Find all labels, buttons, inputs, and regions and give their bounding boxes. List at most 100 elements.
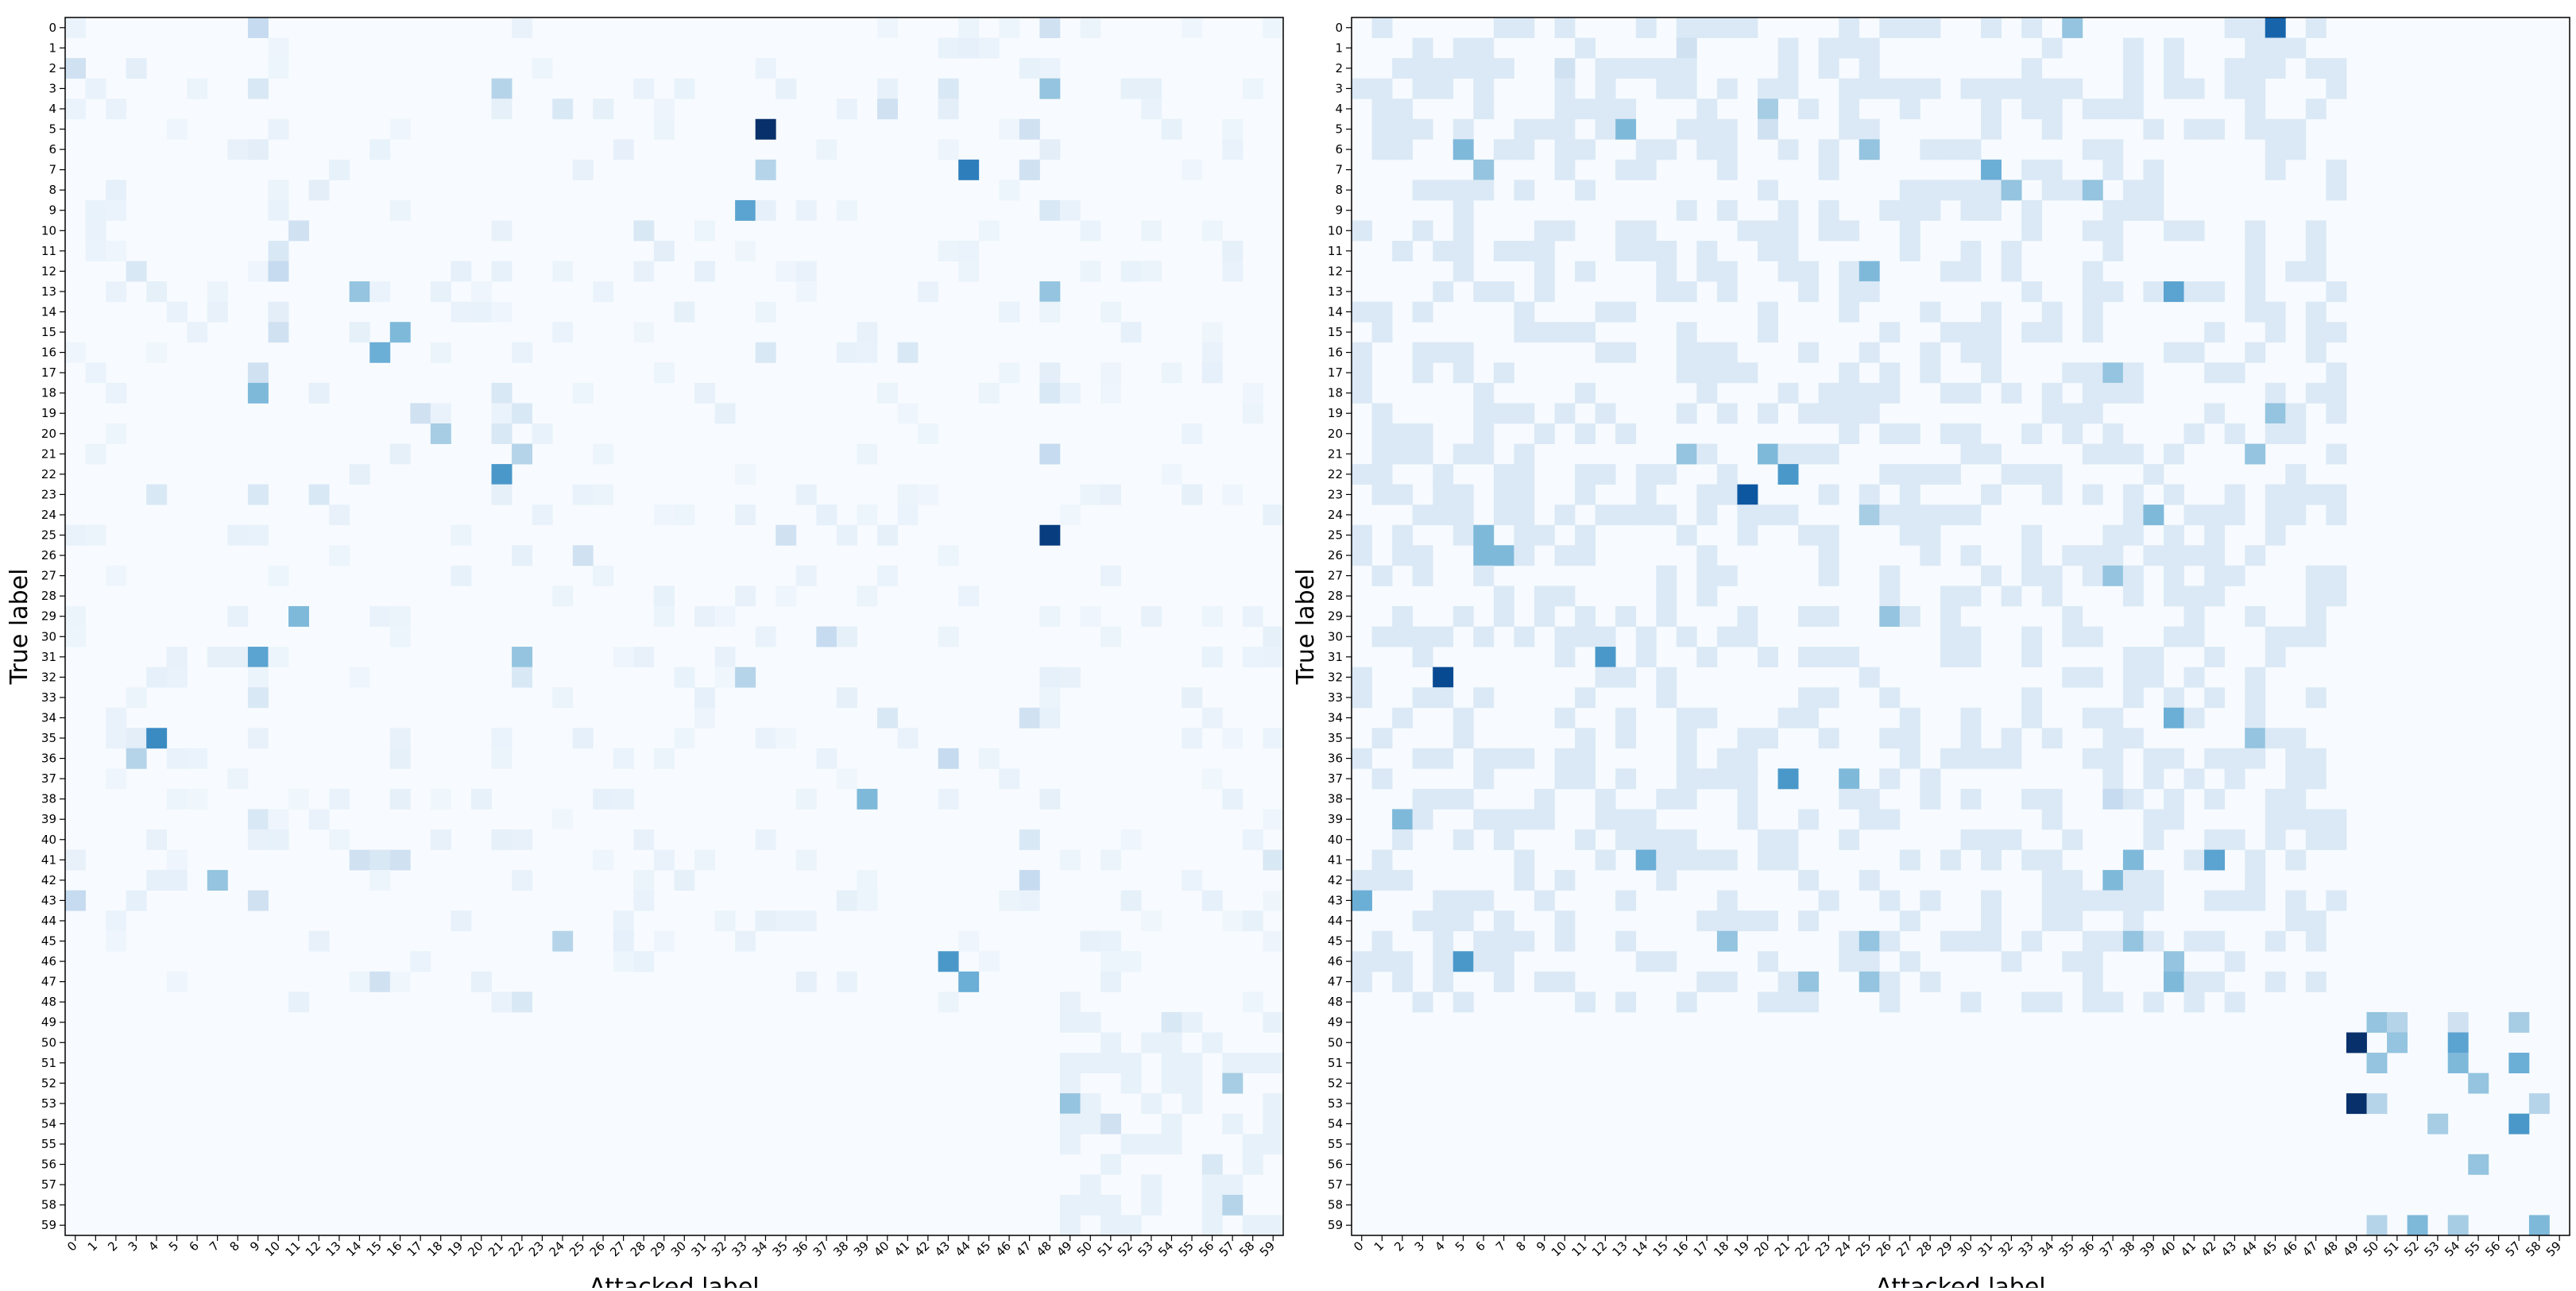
heatmap-cell <box>674 301 695 323</box>
heatmap-cell <box>2245 17 2266 38</box>
heatmap-cell <box>1473 423 1495 444</box>
heatmap-cell <box>1433 342 1454 363</box>
x-tick-label: 54 <box>2442 1239 2462 1259</box>
heatmap-cell <box>613 647 634 667</box>
heatmap-cell <box>146 484 168 505</box>
heatmap-cell <box>1575 605 1595 627</box>
heatmap-cell <box>146 870 168 891</box>
x-axis-label: Attacked label <box>589 1274 759 1288</box>
heatmap-cell <box>1352 301 1372 323</box>
heatmap-cell <box>2326 403 2347 424</box>
x-tick-label: 41 <box>2178 1239 2199 1259</box>
x-tick-label: 14 <box>343 1239 364 1259</box>
heatmap-cell <box>1080 605 1101 627</box>
heatmap-cell <box>1534 322 1555 343</box>
heatmap-cell <box>1120 78 1142 99</box>
heatmap-cell <box>1839 768 1860 790</box>
y-tick-label: 12 <box>41 264 56 278</box>
heatmap-cell <box>1120 829 1142 850</box>
heatmap-cell <box>65 605 86 627</box>
heatmap-cell <box>389 728 411 749</box>
heatmap-cell <box>1100 951 1121 972</box>
heatmap-cell <box>572 382 594 404</box>
heatmap-cell <box>2062 362 2083 384</box>
heatmap-cell <box>1859 971 1880 992</box>
heatmap-cell <box>166 301 188 323</box>
heatmap-cell <box>1433 504 1454 526</box>
heatmap-cell <box>1554 220 1576 242</box>
y-tick-label: 31 <box>1328 650 1343 664</box>
heatmap-cell <box>1182 728 1203 749</box>
heatmap-cell <box>1960 504 1982 526</box>
heatmap-cell <box>1777 707 1799 729</box>
heatmap-cell <box>1433 788 1454 810</box>
heatmap-cell <box>2122 647 2144 667</box>
heatmap-cell <box>1981 180 2002 201</box>
y-tick-label: 41 <box>1328 852 1343 867</box>
heatmap-cell <box>1554 58 1576 79</box>
heatmap-cell <box>633 647 655 667</box>
heatmap-cell <box>2204 545 2226 566</box>
heatmap-cell <box>1798 403 1820 424</box>
heatmap-cell <box>1818 382 1839 404</box>
heatmap-cell <box>166 849 188 871</box>
heatmap-cell <box>1798 342 1820 363</box>
heatmap-cell <box>1452 139 1474 160</box>
heatmap-cell <box>2021 687 2043 709</box>
heatmap-cell <box>552 586 574 607</box>
heatmap-cell <box>795 565 817 586</box>
y-tick-label: 52 <box>41 1076 56 1090</box>
heatmap-cell <box>857 443 878 465</box>
heatmap-cell <box>2041 118 2063 140</box>
heatmap-cell <box>1263 809 1284 830</box>
heatmap-cell <box>1899 241 1920 261</box>
heatmap-cell <box>1222 241 1244 261</box>
heatmap-cell <box>1818 545 1839 566</box>
x-tick-label: 15 <box>1650 1239 1671 1259</box>
heatmap-cell <box>329 504 350 526</box>
x-tick-label: 49 <box>1054 1239 1074 1259</box>
heatmap-cell <box>1899 199 1920 221</box>
heatmap-cell <box>2164 281 2184 303</box>
heatmap-cell <box>816 748 837 769</box>
y-tick-label: 36 <box>1328 752 1343 766</box>
heatmap-cell <box>1100 930 1121 952</box>
heatmap-cell <box>1473 890 1495 911</box>
heatmap-cell <box>1758 220 1778 242</box>
heatmap-cell <box>2164 586 2184 607</box>
heatmap-cell <box>958 261 980 282</box>
heatmap-cell <box>2183 626 2205 647</box>
heatmap-cell <box>1737 788 1758 810</box>
heatmap-cell <box>1201 1174 1223 1196</box>
x-tick-label: 52 <box>2401 1239 2422 1259</box>
heatmap-cell <box>2204 281 2226 303</box>
x-tick-label: 5 <box>1452 1239 1468 1254</box>
y-tick-label: 42 <box>1328 873 1343 887</box>
y-tick-label: 6 <box>48 142 56 157</box>
heatmap-cell <box>1039 443 1061 465</box>
heatmap-cell <box>2062 951 2083 972</box>
heatmap-cell <box>2164 626 2184 647</box>
heatmap-cell <box>2265 58 2286 79</box>
heatmap-cell <box>2305 220 2327 242</box>
heatmap-cell <box>1960 241 1982 261</box>
heatmap-cell <box>593 849 614 871</box>
heatmap-cell <box>1981 443 2002 465</box>
x-tick-label: 2 <box>1391 1239 1406 1254</box>
heatmap-cell <box>2001 728 2022 749</box>
heatmap-cell <box>2164 565 2184 586</box>
heatmap-cell <box>877 565 898 586</box>
heatmap-cell <box>2285 504 2307 526</box>
heatmap-cell <box>1493 17 1514 38</box>
heatmap-cell <box>1412 687 1433 709</box>
heatmap-cell <box>471 301 492 323</box>
heatmap-cell <box>1039 78 1061 99</box>
heatmap-cell <box>1493 504 1514 526</box>
heatmap-cell <box>1534 423 1555 444</box>
heatmap-cell <box>2062 180 2083 201</box>
heatmap-cell <box>552 930 574 952</box>
heatmap-cell <box>2122 667 2144 688</box>
heatmap-cell <box>2285 910 2307 932</box>
heatmap-cell <box>2245 687 2266 709</box>
heatmap-cell <box>857 586 878 607</box>
